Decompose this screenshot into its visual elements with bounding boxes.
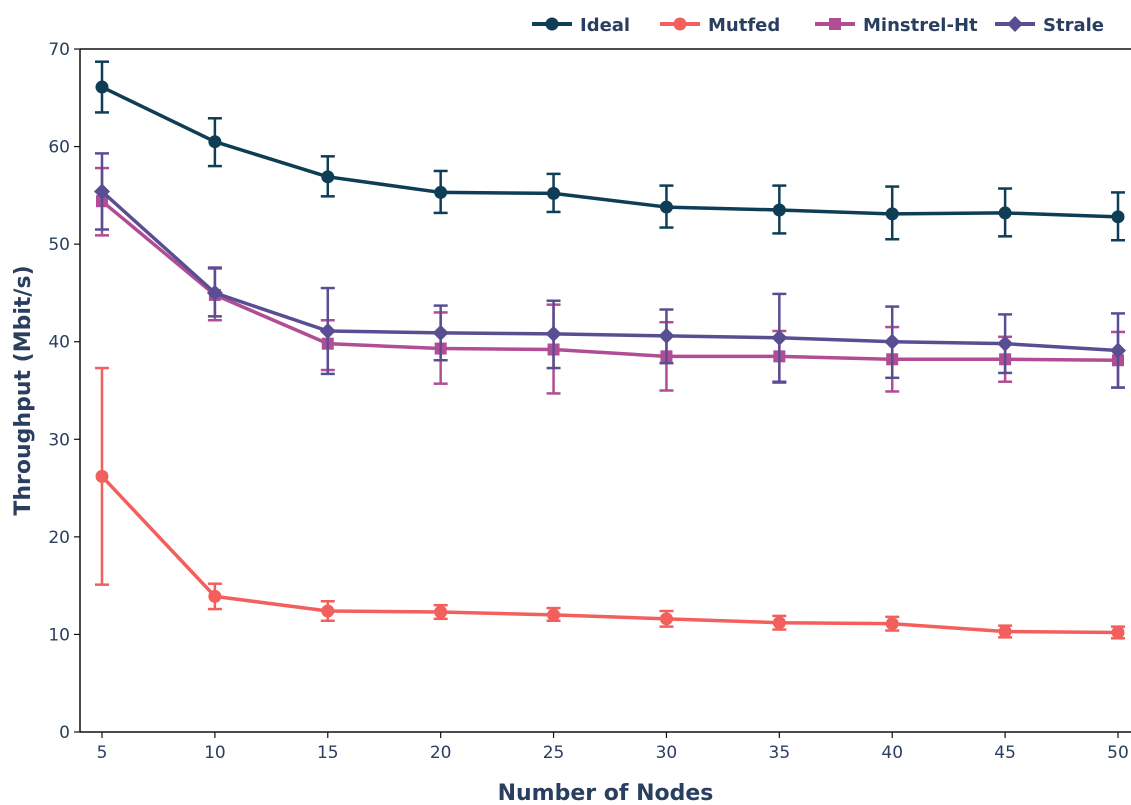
x-tick-label: 30 <box>656 743 678 763</box>
point-strale <box>206 284 223 301</box>
legend-item-minstrel-ht: Minstrel-Ht <box>815 15 978 36</box>
point-strale <box>94 183 110 200</box>
x-tick-label: 50 <box>1107 743 1129 763</box>
point-strale <box>432 324 449 341</box>
line-strale <box>100 190 1119 353</box>
point-mutfed <box>885 617 899 631</box>
legend-item-mutfed: Mutfed <box>660 15 780 36</box>
x-tick-label: 35 <box>769 743 791 763</box>
y-tick-label: 70 <box>48 40 70 60</box>
point-mutfed <box>659 612 673 626</box>
x-tick-label: 20 <box>430 743 452 763</box>
point-strale <box>771 329 788 346</box>
x-axis-title: Number of Nodes <box>498 781 714 805</box>
point-mutfed <box>321 604 335 618</box>
point-ideal <box>208 135 222 149</box>
y-tick-label: 30 <box>48 430 70 450</box>
line-mutfed <box>100 475 1119 635</box>
line-minstrel-ht <box>100 199 1119 363</box>
y-tick-label: 60 <box>48 138 70 158</box>
legend-item-strale: Strale <box>995 15 1104 36</box>
legend: Ideal Mutfed Minstrel-Ht Strale <box>532 15 1104 36</box>
x-tick-label: 25 <box>543 743 565 763</box>
series-ideal <box>95 60 1125 242</box>
y-tick-label: 50 <box>48 235 70 255</box>
legend-swatch-marker <box>1007 16 1023 32</box>
point-strale <box>319 322 336 339</box>
point-mutfed <box>772 616 786 630</box>
x-tick-label: 10 <box>204 743 226 763</box>
point-strale <box>884 333 901 350</box>
point-mutfed <box>95 469 109 483</box>
axes: 0 10 20 30 40 50 60 70 5 10 15 20 25 30 35 40 45 50 <box>48 40 1131 763</box>
point-ideal <box>95 80 109 94</box>
point-strale <box>1110 342 1126 359</box>
series-layer <box>94 60 1126 640</box>
x-tick-label: 15 <box>317 743 339 763</box>
legend-item-ideal: Ideal <box>532 15 630 36</box>
point-ideal <box>885 207 899 221</box>
point-mutfed <box>998 625 1012 639</box>
point-ideal <box>1111 210 1125 224</box>
x-tick-label: 40 <box>881 743 903 763</box>
series-strale <box>94 152 1126 389</box>
line-ideal <box>101 85 1119 219</box>
point-mutfed <box>208 589 222 603</box>
point-mutfed <box>547 608 561 622</box>
legend-swatch-marker <box>545 17 559 31</box>
legend-label: Minstrel-Ht <box>863 15 978 36</box>
point-ideal <box>434 185 448 199</box>
point-ideal <box>998 206 1012 220</box>
point-ideal <box>321 170 335 184</box>
legend-label: Ideal <box>580 15 630 36</box>
point-ideal <box>659 200 673 214</box>
point-mutfed <box>1111 625 1125 639</box>
y-tick-label: 10 <box>48 625 70 645</box>
y-tick-label: 0 <box>59 723 70 743</box>
y-tick-label: 20 <box>48 528 70 548</box>
point-strale <box>997 335 1014 352</box>
point-strale <box>658 327 675 344</box>
x-tick-label: 5 <box>97 743 108 763</box>
legend-label: Mutfed <box>708 15 780 36</box>
x-tick-label: 45 <box>994 743 1016 763</box>
point-strale <box>545 325 562 342</box>
point-mutfed <box>434 605 448 619</box>
series-mutfed <box>95 366 1125 640</box>
point-ideal <box>772 203 786 217</box>
legend-swatch-marker <box>829 18 841 30</box>
legend-swatch-marker <box>673 17 687 31</box>
point-ideal <box>547 186 561 200</box>
y-axis-title: Throughput (Mbit/s) <box>11 265 36 515</box>
legend-label: Strale <box>1043 15 1104 36</box>
y-tick-label: 40 <box>48 333 70 353</box>
